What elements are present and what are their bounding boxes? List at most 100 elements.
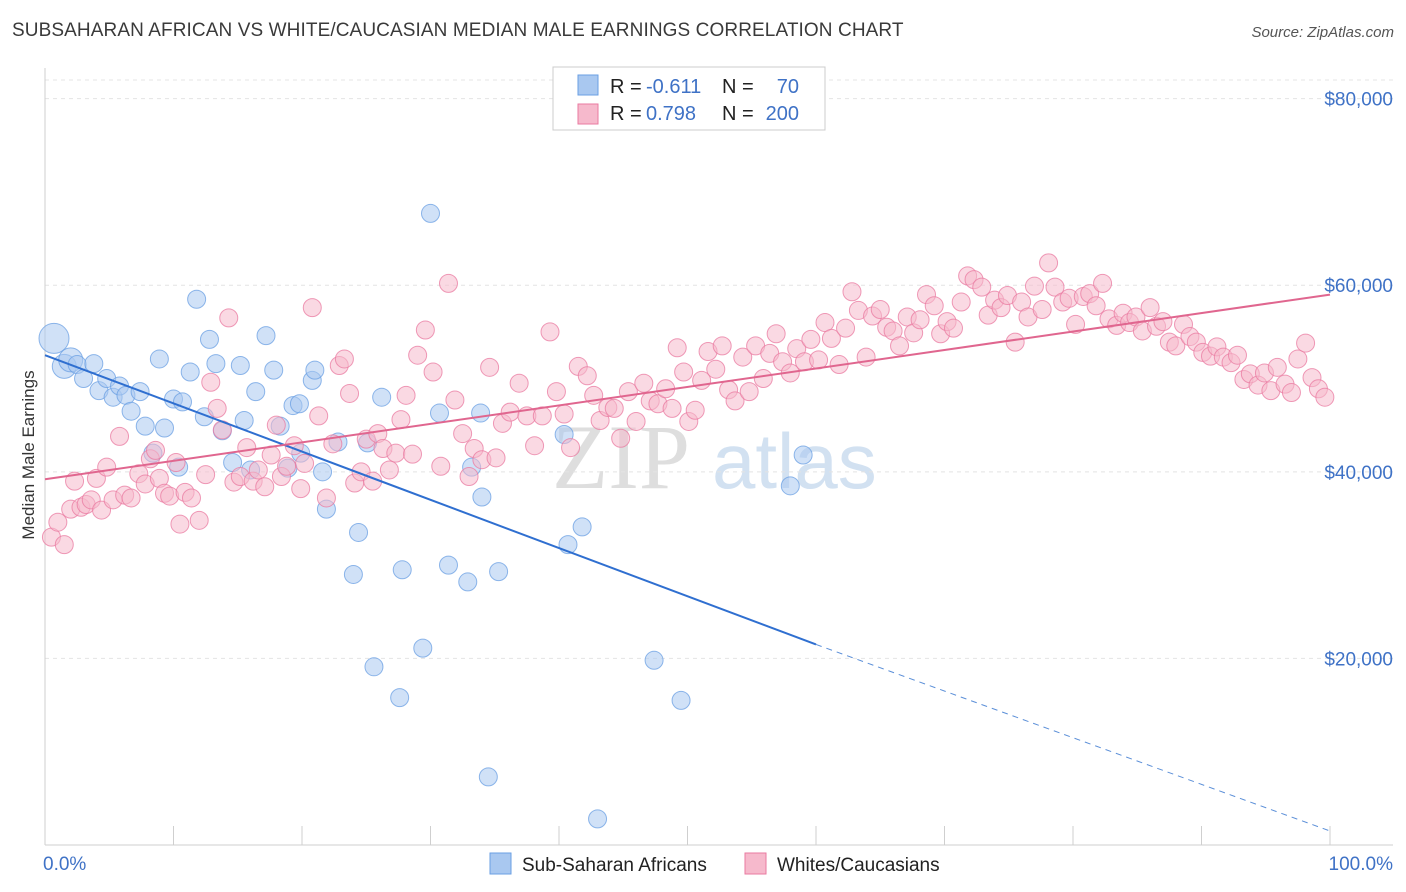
point-white [685,400,705,420]
point-white [423,362,443,382]
point-sub-saharan [489,562,509,582]
point-sub-saharan [206,354,226,374]
point-sub-saharan [471,403,491,423]
point-white [309,406,329,426]
point-white [1296,333,1316,353]
point-white [255,477,275,497]
point-sub-saharan [671,690,691,710]
point-white [1045,277,1065,297]
point-white [486,448,506,468]
point-sub-saharan [187,289,207,309]
legend-r-label-pink: R = [610,103,642,125]
series-sub-saharan-points [38,203,813,829]
point-sub-saharan [121,401,141,421]
point-white [453,424,473,444]
point-sub-saharan [256,326,276,346]
point-white [890,336,910,356]
point-sub-saharan [390,688,410,708]
point-sub-saharan [429,403,449,423]
point-sub-saharan [180,362,200,382]
point-white [196,465,216,485]
point-sub-saharan [149,349,169,369]
point-white [554,404,574,424]
point-white [415,320,435,340]
point-white [1315,387,1335,407]
x-tick-label: 0.0% [43,854,86,875]
point-white [146,440,166,460]
point-white [302,298,322,318]
legend-n-value-pink: 200 [766,103,799,125]
point-sub-saharan [478,767,498,787]
point-sub-saharan [780,476,800,496]
point-sub-saharan [392,560,412,580]
point-sub-saharan [413,638,433,658]
point-white [207,398,227,418]
point-white [170,514,190,534]
trend-line-sub-saharan [44,354,817,646]
point-white [403,444,423,464]
point-sub-saharan [793,445,813,465]
axes [44,68,1393,846]
point-white [438,273,458,293]
point-white [972,277,992,297]
point-white [577,366,597,386]
point-white [821,328,841,348]
point-sub-saharan [230,355,250,375]
point-white [725,391,745,411]
y-tick-label: $40,000 [1324,463,1393,484]
point-white [391,410,411,430]
point-sub-saharan [472,487,492,507]
legend-r-value-pink: 0.798 [646,103,696,125]
point-white [291,479,311,499]
point-white [408,345,428,365]
chart-title: SUBSAHARAN AFRICAN VS WHITE/CAUCASIAN ME… [12,20,904,41]
point-white [166,453,186,472]
point-white [836,318,856,338]
y-tick-label: $20,000 [1324,649,1393,670]
bottom-legend-label-blue: Sub-Saharan Africans [522,855,707,876]
y-tick-label: $80,000 [1324,90,1393,111]
point-sub-saharan [246,382,266,402]
point-sub-saharan [155,418,175,438]
point-white [379,460,399,480]
legend-n-label-blue: N = [722,76,754,98]
point-white [910,310,930,330]
point-sub-saharan [588,809,608,829]
point-white [739,382,759,402]
point-sub-saharan [264,360,284,380]
point-white [546,382,566,402]
point-white [1024,276,1044,296]
point-white [712,336,732,356]
point-white [1153,312,1173,332]
y-axis-label: Median Male Earnings [19,370,38,539]
point-white [634,373,654,393]
point-white [662,398,682,418]
legend-swatch-blue [577,74,599,96]
point-white [667,338,687,358]
point-white [201,372,221,392]
point-white [1032,300,1052,319]
point-white [509,373,529,393]
point-white [1227,345,1247,365]
point-sub-saharan [135,416,155,436]
point-white [1288,349,1308,369]
point-white [815,313,835,333]
x-tick-labels: 0.0% 100.0% [43,854,1393,875]
point-white [480,357,500,377]
point-sub-saharan [421,203,440,223]
point-white [1140,298,1160,318]
point-sub-saharan [313,462,333,482]
point-white [706,359,726,379]
point-white [121,488,141,508]
point-white [870,300,890,319]
point-white [316,488,336,508]
point-white [626,411,646,431]
point-white [1066,314,1086,334]
point-white [733,347,753,367]
point-white [261,445,281,465]
trend-line-whites [44,293,1331,481]
bottom-legend-swatch-pink [744,852,767,875]
point-white [97,457,117,477]
legend-n-value-blue: 70 [777,76,799,98]
